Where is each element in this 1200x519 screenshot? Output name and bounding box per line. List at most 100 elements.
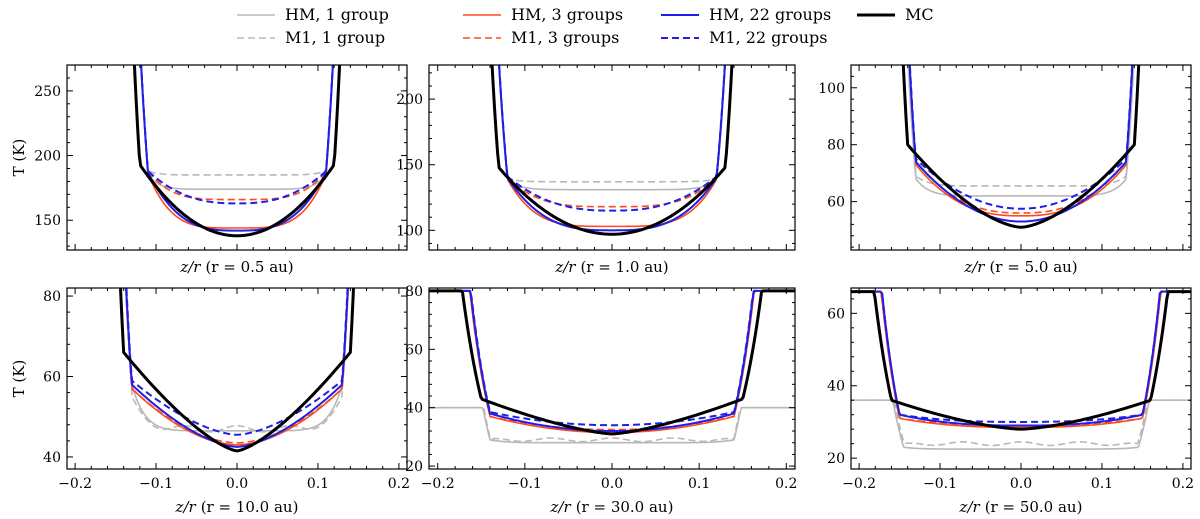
panel-3: 60 80 100 z/r (r = 5.0 au) <box>818 64 1192 276</box>
series-line <box>490 65 734 236</box>
legend-label: HM, 22 groups <box>709 5 831 24</box>
legend-entry: M1, 3 groups <box>463 28 619 47</box>
y-tick-label: 40 <box>43 450 61 466</box>
series-line <box>429 406 795 444</box>
x-axis-variable: z/r <box>175 498 197 516</box>
legend-entry: HM, 1 group <box>237 5 389 24</box>
x-tick-label: 0.2 <box>388 476 410 492</box>
series-line <box>140 65 334 190</box>
series-line <box>498 65 726 191</box>
series-line <box>140 65 334 232</box>
y-tick-label: 100 <box>396 223 423 239</box>
series-group <box>490 65 734 236</box>
y-tick-label: 200 <box>34 149 61 165</box>
legend-entry: M1, 1 group <box>237 28 385 47</box>
x-tick-label: −0.1 <box>508 476 542 492</box>
series-line <box>140 65 334 205</box>
legend-entry: HM, 22 groups <box>661 5 831 24</box>
series-line <box>125 288 349 448</box>
x-axis-radius: (r = 1.0 au) <box>580 258 668 276</box>
y-tick-label: 80 <box>405 284 423 300</box>
series-line <box>429 290 795 431</box>
x-axis-radius: (r = 10.0 au) <box>201 498 299 516</box>
series-line <box>125 288 349 444</box>
x-tick-label: 0.0 <box>226 476 248 492</box>
x-tick-label: −0.2 <box>842 476 876 492</box>
series-line <box>498 65 726 183</box>
y-tick-label: 60 <box>405 342 423 358</box>
series-line <box>124 288 350 433</box>
series-line <box>907 65 1135 197</box>
series-line <box>498 65 726 228</box>
y-tick-label: 40 <box>405 401 423 417</box>
series-line <box>851 399 1191 450</box>
panel-1: 150 200 250 z/r (r = 0.5 au) T (K) <box>10 64 408 276</box>
x-tick-label: 0.2 <box>775 476 797 492</box>
panels: 150 200 250 z/r (r = 0.5 au) T (K)100 150 200 z/… <box>10 64 1194 516</box>
series-group <box>119 288 355 453</box>
x-axis-variable: z/r <box>959 498 981 516</box>
series-line <box>908 65 1134 217</box>
series-line <box>498 65 726 212</box>
series-line <box>140 65 334 176</box>
y-tick-label: 250 <box>34 84 61 100</box>
series-line <box>125 288 349 432</box>
series-line <box>908 65 1134 210</box>
series-line <box>140 65 334 229</box>
x-axis-radius: (r = 0.5 au) <box>205 258 293 276</box>
series-line <box>429 289 795 436</box>
y-tick-label: 20 <box>405 459 423 475</box>
legend-label: M1, 22 groups <box>709 28 827 47</box>
series-line <box>901 65 1141 229</box>
x-tick-label: 0.2 <box>1172 476 1194 492</box>
legend-entry: M1, 22 groups <box>661 28 827 47</box>
y-axis-label: T (K) <box>10 139 28 177</box>
x-axis-label: z/r (r = 1.0 au) <box>554 258 668 276</box>
x-tick-label: 0.1 <box>307 476 329 492</box>
series-line <box>125 288 349 436</box>
x-axis-label: z/r (r = 0.5 au) <box>179 258 293 276</box>
y-tick-label: 60 <box>827 306 845 322</box>
legend-entry: MC <box>857 5 934 24</box>
x-axis-variable: z/r <box>179 258 201 276</box>
panel-4: −0.2 −0.1 0.0 0.1 0.2 40 60 80 z/r (r = 10.0 au) T… <box>10 287 410 516</box>
y-tick-label: 20 <box>827 451 845 467</box>
series-group <box>429 289 795 444</box>
y-tick-label: 80 <box>43 289 61 305</box>
legend-label: M1, 3 groups <box>511 28 619 47</box>
x-tick-label: −0.2 <box>58 476 92 492</box>
series-line <box>498 65 726 208</box>
y-tick-label: 150 <box>396 158 423 174</box>
x-tick-label: −0.1 <box>139 476 173 492</box>
series-line <box>429 289 795 427</box>
x-axis-radius: (r = 5.0 au) <box>989 258 1077 276</box>
axes-frame <box>66 64 408 251</box>
x-axis-label: z/r (r = 5.0 au) <box>963 258 1077 276</box>
x-tick-label: −0.1 <box>923 476 957 492</box>
legend: HM, 1 group M1, 1 group HM, 3 groups M1, 3 … <box>237 5 934 47</box>
legend-entry: HM, 3 groups <box>463 5 623 24</box>
y-axis-label: T (K) <box>10 360 28 398</box>
series-line <box>851 290 1191 423</box>
series-line <box>429 289 795 433</box>
panel-2: 100 150 200 z/r (r = 1.0 au) <box>396 64 796 276</box>
legend-label: HM, 1 group <box>285 5 389 24</box>
legend-label: HM, 3 groups <box>511 5 623 24</box>
series-line <box>851 290 1191 427</box>
series-line <box>851 290 1191 429</box>
series-line <box>851 290 1191 427</box>
x-axis-variable: z/r <box>550 498 572 516</box>
y-tick-label: 150 <box>34 213 61 229</box>
series-line <box>429 406 795 443</box>
panel-6: −0.2 −0.1 0.0 0.1 0.2 20 40 60 z/r (r = 50.0 au) <box>827 287 1194 516</box>
series-group <box>851 290 1191 450</box>
series-line <box>907 65 1135 187</box>
x-axis-radius: (r = 50.0 au) <box>985 498 1083 516</box>
y-tick-label: 40 <box>827 379 845 395</box>
x-axis-label: z/r (r = 30.0 au) <box>550 498 674 516</box>
x-tick-label: 0.0 <box>1010 476 1032 492</box>
series-line <box>851 399 1191 447</box>
y-tick-label: 60 <box>43 369 61 385</box>
y-tick-label: 80 <box>827 138 845 154</box>
